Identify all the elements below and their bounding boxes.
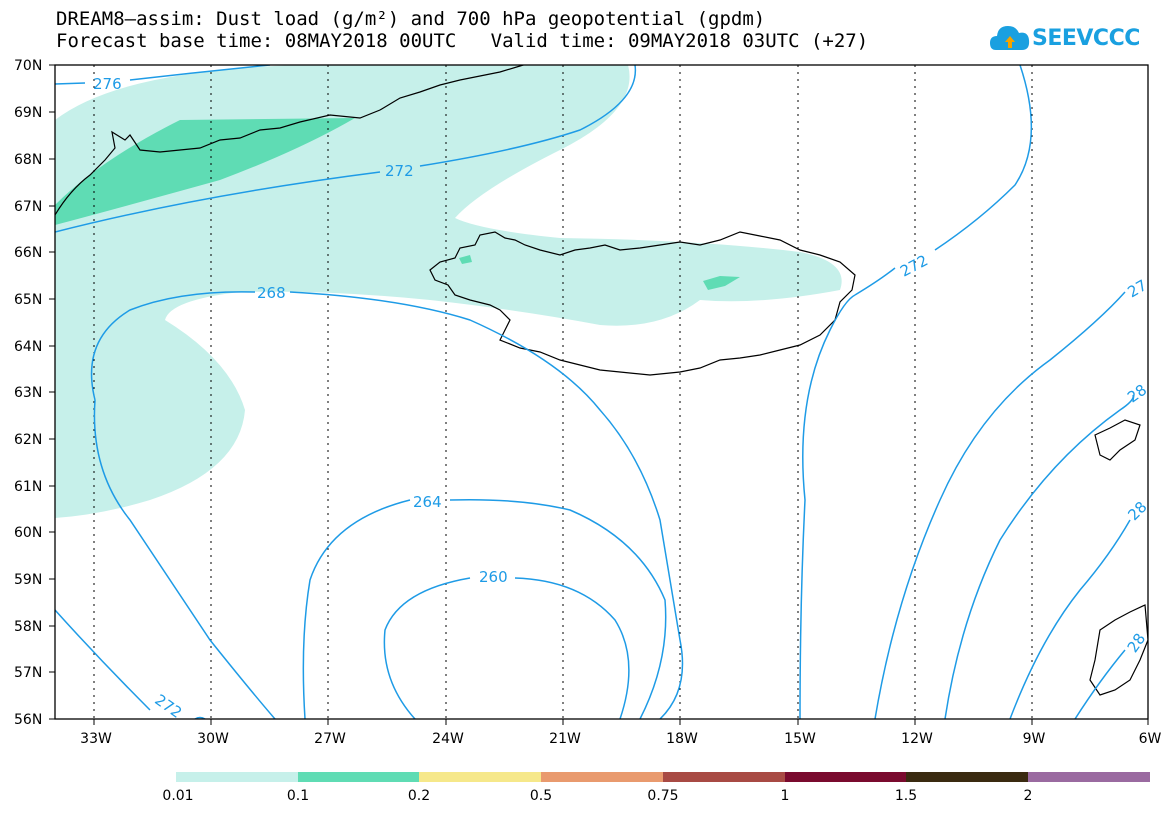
contour-label: 272 <box>385 162 414 180</box>
lon-label: 27W <box>314 731 346 747</box>
colorbar-segment <box>419 772 541 782</box>
cloud-logo-icon <box>990 26 1030 50</box>
lat-label: 64N <box>14 339 42 355</box>
colorbar-segment <box>785 772 906 782</box>
coastlines <box>55 65 1148 696</box>
colorbar-label: 0.01 <box>162 788 193 804</box>
contour-272-southwest <box>55 609 206 719</box>
scotland-coast-south <box>1089 604 1148 696</box>
lat-label: 57N <box>14 665 42 681</box>
contour-284-east <box>1009 519 1131 719</box>
dust-area-light <box>55 65 842 518</box>
colorbar-segment <box>663 772 785 782</box>
dust-patch-west <box>459 255 472 264</box>
scotland-coast <box>1094 419 1141 461</box>
colorbar-label: 2 <box>1024 788 1033 804</box>
lon-label: 21W <box>549 731 581 747</box>
colorbar-label: 0.5 <box>530 788 552 804</box>
contour-272-sw-outer <box>93 399 276 719</box>
lat-label: 63N <box>14 385 42 401</box>
dust-patch-iceland <box>703 276 740 290</box>
lat-label: 65N <box>14 292 42 308</box>
lon-label: 12W <box>901 731 933 747</box>
contour-268 <box>90 291 684 719</box>
colorbar-segment <box>176 772 298 782</box>
lat-label: 59N <box>14 572 42 588</box>
colorbar <box>176 772 1150 782</box>
lat-label: 60N <box>14 525 42 541</box>
contour-272-north <box>55 65 637 233</box>
lon-label: 9W <box>1023 731 1046 747</box>
geopotential-contours <box>55 65 1134 719</box>
colorbar-label: 0.2 <box>408 788 430 804</box>
colorbar-label: 0.75 <box>647 788 678 804</box>
contour-label: 27 <box>1124 276 1150 301</box>
lat-label: 58N <box>14 619 42 635</box>
forecast-time-line: Forecast base time: 08MAY2018 00UTC Vali… <box>56 30 869 52</box>
lat-label: 62N <box>14 432 42 448</box>
lat-label: 70N <box>14 58 42 74</box>
lat-label: 56N <box>14 712 42 728</box>
colorbar-segment <box>1028 772 1150 782</box>
lon-label: 6W <box>1139 731 1162 747</box>
tick-marks <box>49 64 1149 725</box>
contour-label: 264 <box>413 493 442 511</box>
contour-label: 276 <box>93 75 122 93</box>
map-title: DREAM8–assim: Dust load (g/m²) and 700 h… <box>56 8 766 30</box>
contour-276-east <box>874 291 1126 719</box>
contour-label: 268 <box>257 284 286 302</box>
contour-264 <box>302 498 667 719</box>
lon-label: 24W <box>432 731 464 747</box>
contour-label: 28 <box>1124 630 1150 656</box>
lon-label: 33W <box>80 731 112 747</box>
lat-label: 66N <box>14 245 42 261</box>
iceland-coast <box>429 231 856 376</box>
dust-area-mid <box>55 118 355 225</box>
contour-label: 260 <box>479 568 508 586</box>
longitude-labels: 33W 30W 27W 24W 21W 18W 15W 12W 9W 6W <box>80 731 1161 747</box>
contour-268-east <box>799 294 856 719</box>
lon-label: 30W <box>197 731 229 747</box>
colorbar-segment <box>298 772 419 782</box>
colorbar-label: 1 <box>781 788 790 804</box>
contour-label: 272 <box>151 691 185 722</box>
contour-280-east <box>944 394 1134 719</box>
contour-288-east <box>1074 649 1126 719</box>
lon-label: 15W <box>784 731 816 747</box>
colorbar-segment <box>906 772 1028 782</box>
lat-label: 61N <box>14 479 42 495</box>
contour-label: 272 <box>897 251 931 280</box>
lon-label: 18W <box>666 731 698 747</box>
contour-label: 28 <box>1124 381 1150 407</box>
logo-text: SEEVCCC <box>1032 26 1140 51</box>
colorbar-label: 0.1 <box>287 788 309 804</box>
lat-label: 69N <box>14 105 42 121</box>
contour-276 <box>55 65 271 85</box>
contour-272-east <box>854 65 1033 296</box>
greenland-coast <box>55 65 526 216</box>
seevccc-logo: SEEVCCC <box>988 18 1148 58</box>
contour-260 <box>383 577 630 719</box>
colorbar-label: 1.5 <box>895 788 917 804</box>
contour-label: 28 <box>1124 498 1150 524</box>
colorbar-segment <box>541 772 663 782</box>
lat-label: 68N <box>14 152 42 168</box>
latitude-labels: 70N 69N 68N 67N 66N 65N 64N 63N 62N 61N … <box>14 58 42 728</box>
colorbar-labels: 0.01 0.1 0.2 0.5 0.75 1 1.5 2 <box>162 788 1032 804</box>
lat-label: 67N <box>14 199 42 215</box>
